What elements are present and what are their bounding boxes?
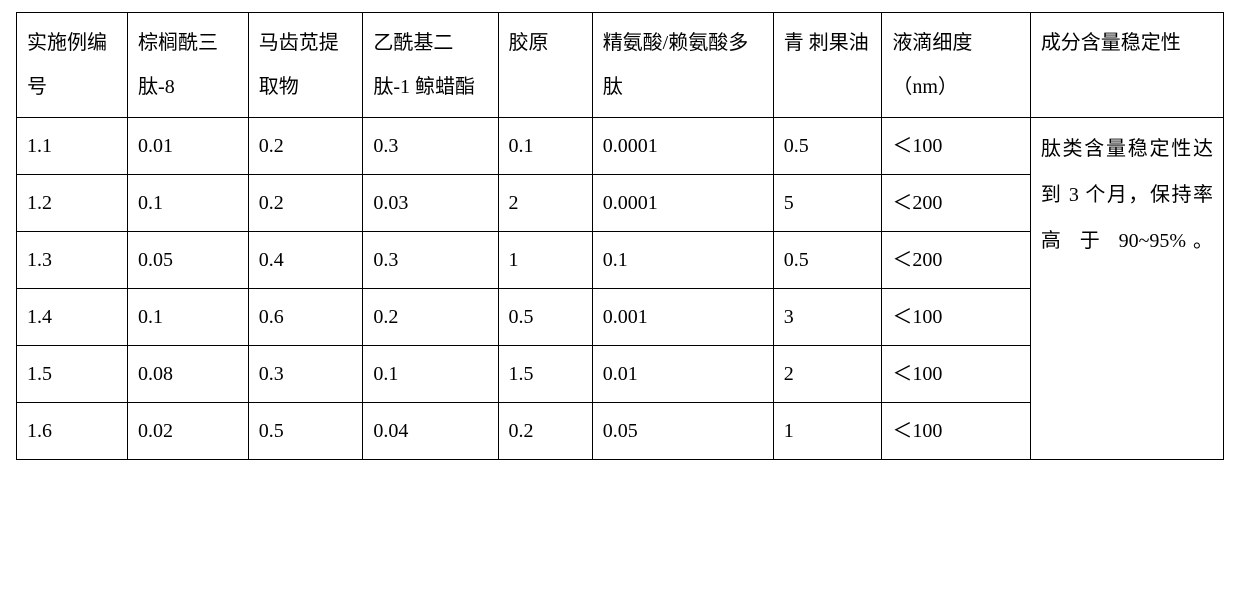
stability-cell: 肽类含量稳定性达到 3 个月，保持率 高 于 90~95%。	[1030, 118, 1223, 460]
col-header: 马齿苋提取物	[248, 13, 363, 118]
cell: 2	[498, 175, 592, 232]
col-header: 棕榈酰三肽-8	[128, 13, 249, 118]
cell: 0.05	[128, 232, 249, 289]
cell: 0.5	[773, 118, 882, 175]
cell: 0.4	[248, 232, 363, 289]
cell: 0.001	[592, 289, 773, 346]
cell: 0.0001	[592, 118, 773, 175]
cell: 0.5	[248, 403, 363, 460]
cell: 0.1	[128, 175, 249, 232]
cell: 1.1	[17, 118, 128, 175]
cell: 0.02	[128, 403, 249, 460]
col-header: 胶原	[498, 13, 592, 118]
col-header: 实施例编号	[17, 13, 128, 118]
cell: 0.01	[128, 118, 249, 175]
cell: 0.3	[248, 346, 363, 403]
cell: 0.2	[248, 118, 363, 175]
cell: ＜100	[882, 403, 1030, 460]
cell: 0.2	[248, 175, 363, 232]
cell: 0.3	[363, 232, 498, 289]
cell: ＜100	[882, 118, 1030, 175]
col-header: 液滴细度（nm）	[882, 13, 1030, 118]
cell: 0.1	[498, 118, 592, 175]
data-table: 实施例编号 棕榈酰三肽-8 马齿苋提取物 乙酰基二肽-1 鲸蜡酯 胶原 精氨酸/…	[16, 12, 1224, 460]
cell: 0.08	[128, 346, 249, 403]
cell: 0.1	[592, 232, 773, 289]
cell: 0.03	[363, 175, 498, 232]
cell: 2	[773, 346, 882, 403]
cell: 1.2	[17, 175, 128, 232]
cell: 1.4	[17, 289, 128, 346]
col-header: 青 刺果油	[773, 13, 882, 118]
table-header-row: 实施例编号 棕榈酰三肽-8 马齿苋提取物 乙酰基二肽-1 鲸蜡酯 胶原 精氨酸/…	[17, 13, 1224, 118]
cell: 1.5	[17, 346, 128, 403]
cell: 0.1	[363, 346, 498, 403]
cell: 0.05	[592, 403, 773, 460]
cell: 0.5	[498, 289, 592, 346]
table-container: 实施例编号 棕榈酰三肽-8 马齿苋提取物 乙酰基二肽-1 鲸蜡酯 胶原 精氨酸/…	[0, 0, 1240, 595]
cell: 0.6	[248, 289, 363, 346]
cell: 0.2	[363, 289, 498, 346]
cell: ＜200	[882, 175, 1030, 232]
col-header: 成分含量稳定性	[1030, 13, 1223, 118]
cell: ＜100	[882, 346, 1030, 403]
cell: 1	[773, 403, 882, 460]
cell: 1.6	[17, 403, 128, 460]
cell: 0.3	[363, 118, 498, 175]
col-header: 乙酰基二肽-1 鲸蜡酯	[363, 13, 498, 118]
cell: 1	[498, 232, 592, 289]
cell: 1.5	[498, 346, 592, 403]
cell: 0.04	[363, 403, 498, 460]
cell: 3	[773, 289, 882, 346]
cell: 1.3	[17, 232, 128, 289]
table-row: 1.1 0.01 0.2 0.3 0.1 0.0001 0.5 ＜100 肽类含…	[17, 118, 1224, 175]
cell: 0.0001	[592, 175, 773, 232]
cell: 0.1	[128, 289, 249, 346]
cell: 5	[773, 175, 882, 232]
cell: ＜100	[882, 289, 1030, 346]
cell: 0.2	[498, 403, 592, 460]
cell: 0.5	[773, 232, 882, 289]
col-header: 精氨酸/赖氨酸多肽	[592, 13, 773, 118]
cell: ＜200	[882, 232, 1030, 289]
cell: 0.01	[592, 346, 773, 403]
